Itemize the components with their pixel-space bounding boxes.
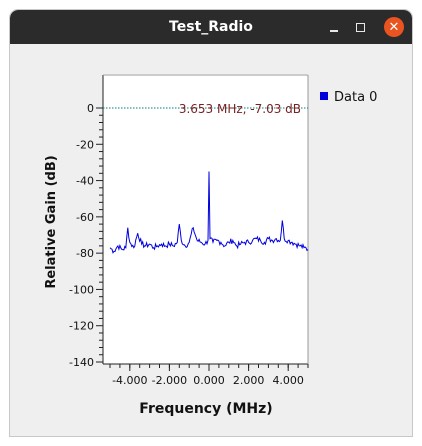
maximize-button[interactable] — [350, 17, 370, 37]
plot-canvas[interactable] — [103, 74, 308, 364]
minimize-icon — [330, 30, 338, 32]
x-axis-ticks: -4.000 -2.000 0.000 2.000 4.000 — [109, 364, 309, 387]
legend-label: Data 0 — [334, 90, 377, 105]
x-tick-label: 4.000 — [272, 374, 304, 387]
trace-layer — [109, 171, 309, 254]
y-axis-ticks: 0 -20 -40 -60 -80 -100 -120 -140 — [69, 102, 103, 369]
title-bar[interactable]: Test_Radio ✕ — [10, 10, 412, 44]
y-tick-label: 0 — [87, 102, 94, 115]
y-tick-label: -40 — [76, 175, 94, 188]
close-button[interactable]: ✕ — [384, 17, 404, 37]
y-tick-label: -100 — [69, 283, 94, 296]
marker-readout: 3.653 MHz, -7.03 dB — [179, 102, 301, 116]
x-tick-label: -4.000 — [112, 374, 147, 387]
x-tick-label: 0.000 — [193, 374, 225, 387]
x-tick-label: 2.000 — [233, 374, 265, 387]
series-line-data-0 — [109, 171, 309, 254]
x-tick-label: -2.000 — [152, 374, 187, 387]
y-axis-label: Relative Gain (dB) — [44, 155, 59, 288]
y-tick-label: -60 — [76, 211, 94, 224]
legend[interactable]: Data 0 — [320, 90, 377, 105]
legend-swatch — [320, 92, 328, 100]
x-axis-label: Frequency (MHz) — [139, 401, 272, 417]
app-window: Test_Radio ✕ 0 -20 -40 -60 -80 -100 -120 -140 -… — [10, 10, 412, 436]
y-tick-label: -80 — [76, 247, 94, 260]
maximize-icon — [356, 23, 365, 32]
minimize-button[interactable] — [324, 17, 344, 37]
y-tick-label: -20 — [76, 138, 94, 151]
window-title: Test_Radio — [169, 19, 253, 35]
frequency-plot[interactable]: 0 -20 -40 -60 -80 -100 -120 -140 -4.000 -2.000 0.… — [10, 44, 412, 436]
y-tick-label: -140 — [69, 356, 94, 369]
close-icon: ✕ — [388, 20, 400, 35]
y-tick-label: -120 — [69, 320, 94, 333]
plot-area: 0 -20 -40 -60 -80 -100 -120 -140 -4.000 -2.000 0.… — [10, 44, 412, 436]
